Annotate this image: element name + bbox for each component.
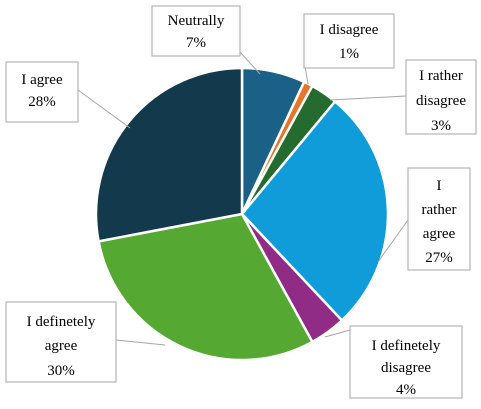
pie-slice-i-agree	[94, 66, 244, 243]
leader-line	[324, 329, 351, 338]
data-label-percent: 27%	[425, 250, 453, 266]
pie-slice-i-definetely-agree	[97, 212, 315, 362]
leader-line	[377, 219, 409, 263]
leader-line	[329, 95, 407, 101]
data-label-text: I definetely	[372, 338, 441, 354]
leader-line	[77, 89, 131, 129]
pie-slice-i-rather-agree	[240, 99, 390, 323]
data-label-text: I definetely	[27, 314, 96, 330]
data-label-i-disagree: I disagree 1%	[303, 13, 395, 85]
data-label-text: I disagree	[320, 22, 379, 38]
data-label-text: I agree	[21, 72, 63, 88]
data-label-percent: 1%	[339, 46, 359, 62]
leader-line	[239, 51, 261, 75]
data-label-i-agree: I agree 28%	[5, 61, 131, 129]
data-label-text: I	[437, 178, 442, 194]
data-label-text: Neutrally	[168, 13, 225, 29]
data-label-text: rather	[422, 202, 457, 218]
data-label-neutrally: Neutrally 7%	[151, 5, 261, 75]
data-label-percent: 28%	[28, 94, 56, 110]
data-labels: Neutrally 7% I disagree 1% I rather disagree 3…	[5, 5, 477, 399]
data-label-i-definetely-agree: I definetely agree 30%	[5, 301, 166, 383]
data-label-percent: 3%	[431, 118, 451, 134]
callout-box	[405, 59, 477, 135]
data-label-text: I rather	[419, 68, 463, 84]
data-label-text: disagree	[381, 360, 431, 376]
data-label-percent: 7%	[186, 35, 206, 51]
callout-box	[5, 61, 79, 123]
data-label-text: agree	[45, 338, 78, 354]
pie-slices	[94, 66, 390, 362]
leader-line	[115, 339, 166, 346]
callout-box	[349, 325, 463, 399]
callout-box	[151, 5, 241, 57]
data-label-i-rather-disagree: I rather disagree 3%	[329, 59, 477, 135]
data-label-text: agree	[423, 226, 456, 242]
data-label-i-definetely-disagree: I definetely disagree 4%	[324, 325, 463, 399]
data-label-text: disagree	[416, 93, 466, 109]
callout-box	[407, 167, 471, 271]
data-label-percent: 4%	[396, 382, 416, 398]
callout-box	[5, 301, 117, 383]
callout-box	[303, 13, 395, 69]
data-label-percent: 30%	[47, 363, 75, 379]
